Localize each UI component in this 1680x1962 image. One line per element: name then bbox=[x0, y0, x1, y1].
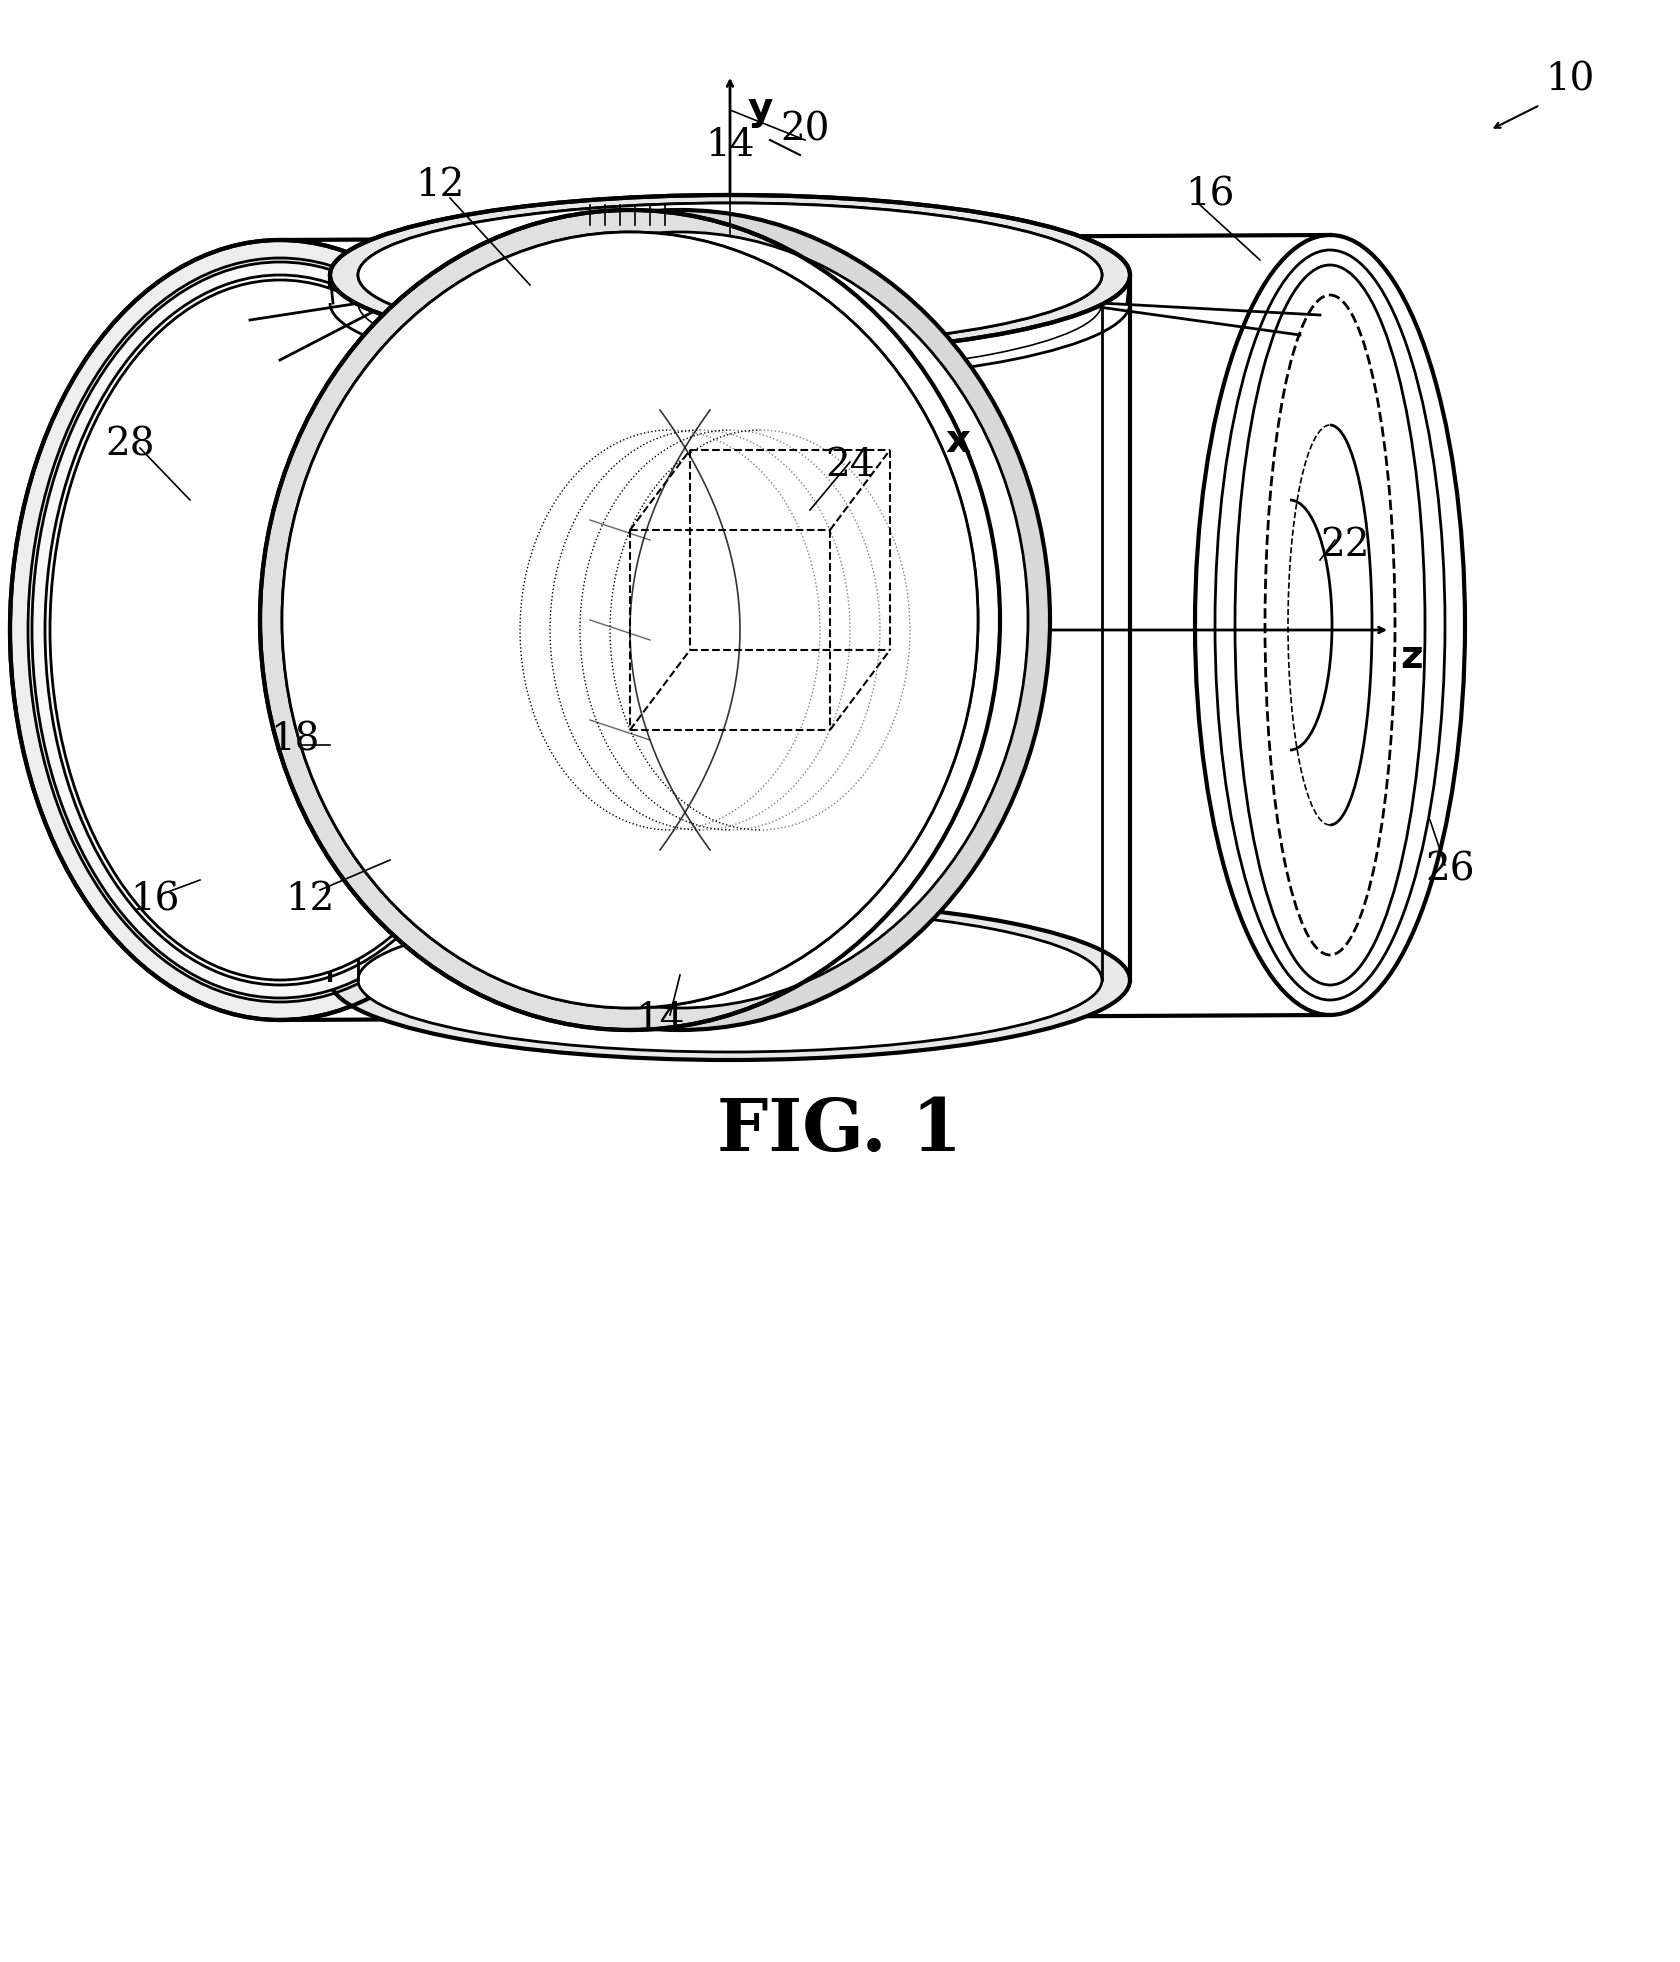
Ellipse shape bbox=[260, 210, 1000, 1030]
Text: 12: 12 bbox=[415, 167, 464, 204]
Ellipse shape bbox=[333, 232, 1028, 1008]
Text: FIG. 1: FIG. 1 bbox=[717, 1095, 963, 1165]
Text: 24: 24 bbox=[825, 447, 874, 483]
Ellipse shape bbox=[282, 232, 978, 1008]
Text: y: y bbox=[748, 90, 773, 128]
Ellipse shape bbox=[329, 194, 1129, 355]
Text: 18: 18 bbox=[270, 722, 319, 759]
Ellipse shape bbox=[358, 202, 1102, 347]
Text: x: x bbox=[944, 422, 969, 459]
Ellipse shape bbox=[50, 281, 509, 979]
Text: 16: 16 bbox=[1184, 177, 1233, 214]
Ellipse shape bbox=[329, 901, 1129, 1059]
Ellipse shape bbox=[32, 263, 528, 999]
Text: 12: 12 bbox=[286, 881, 334, 918]
Text: 22: 22 bbox=[1319, 526, 1369, 563]
Text: 28: 28 bbox=[106, 426, 155, 463]
Text: 10: 10 bbox=[1544, 61, 1594, 98]
Text: 14: 14 bbox=[635, 1001, 684, 1038]
Text: 26: 26 bbox=[1425, 852, 1473, 889]
Ellipse shape bbox=[309, 210, 1050, 1030]
Text: 20: 20 bbox=[780, 112, 830, 149]
Text: 16: 16 bbox=[131, 881, 180, 918]
Text: z: z bbox=[1399, 638, 1421, 677]
Ellipse shape bbox=[358, 908, 1102, 1052]
Text: 14: 14 bbox=[706, 126, 754, 163]
Ellipse shape bbox=[10, 239, 549, 1020]
